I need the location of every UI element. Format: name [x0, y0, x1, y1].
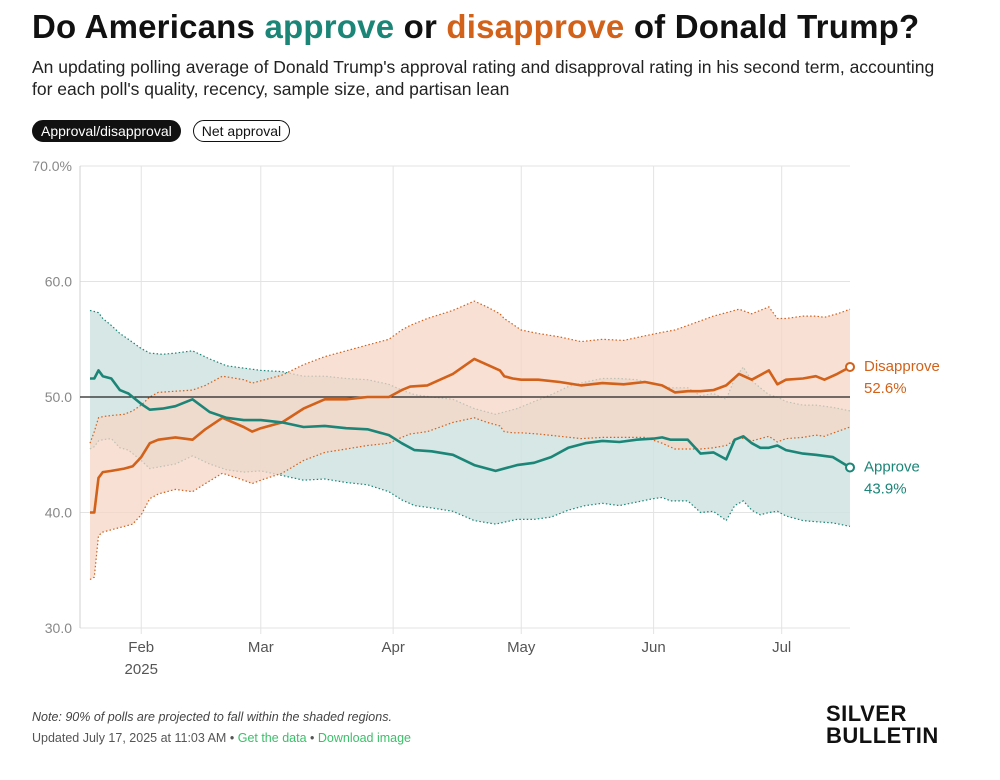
x-tick-label: Mar [248, 639, 274, 656]
title-post: of Donald Trump? [624, 8, 920, 45]
view-toggle-group: Approval/disapproval Net approval [32, 120, 291, 142]
chart-subtitle: An updating polling average of Donald Tr… [32, 57, 935, 99]
approval-chart: 30.0 40.0 50.0 60.0 70.0% Feb 2025 Mar Apr May Jun… [32, 158, 940, 678]
x-tick-label: Jun [642, 639, 666, 656]
approve-end-marker [845, 462, 855, 473]
updated-line: Updated July 17, 2025 at 11:03 AM • Get … [32, 731, 411, 745]
disapprove-band-upper-edge [89, 300, 851, 444]
footnote: Note: 90% of polls are projected to fall… [32, 710, 392, 724]
x-tick-label: May [507, 639, 536, 656]
y-tick-label: 50.0 [45, 389, 72, 405]
title-disapprove: disapprove [446, 8, 625, 45]
disapprove-confidence-band [90, 301, 850, 580]
separator-dot: • [310, 731, 315, 745]
logo-line-2: BULLETIN [826, 723, 939, 748]
approval-disapproval-toggle[interactable]: Approval/disapproval [32, 120, 181, 142]
approve-series-name: Approve [864, 458, 920, 475]
silver-bulletin-logo: SILVER BULLETIN [826, 703, 939, 747]
x-tick-label: Apr [381, 639, 404, 656]
title-mid: or [394, 8, 447, 45]
disapprove-final-value: 52.6% [864, 380, 907, 397]
title-pre: Do Americans [32, 8, 265, 45]
band-layer [89, 300, 851, 581]
x-tick-label: Jul [772, 639, 791, 656]
y-tick-label: 60.0 [45, 274, 72, 290]
y-tick-label: 70.0% [32, 158, 72, 174]
net-approval-toggle[interactable]: Net approval [192, 120, 291, 142]
logo-line-1: SILVER [826, 701, 907, 726]
disapprove-end-marker [845, 361, 855, 372]
get-data-link[interactable]: Get the data [237, 731, 307, 745]
approve-line [90, 369, 851, 473]
disapprove-series-name: Disapprove [864, 358, 940, 375]
disapprove-line [90, 357, 851, 514]
updated-timestamp: Updated July 17, 2025 at 11:03 AM [32, 731, 227, 745]
label-layer: Disapprove 52.6% Approve 43.9% [864, 358, 940, 497]
chart-title: Do Americans approve or disapprove of Do… [32, 8, 919, 46]
axis-layer: 30.0 40.0 50.0 60.0 70.0% Feb 2025 Mar Apr May Jun… [32, 158, 791, 678]
download-image-link[interactable]: Download image [317, 731, 411, 745]
y-tick-label: 30.0 [45, 620, 72, 636]
x-tick-label: Feb [128, 639, 154, 656]
title-approve: approve [264, 8, 395, 45]
approve-final-value: 43.9% [864, 480, 907, 497]
separator-dot: • [229, 731, 235, 745]
x-tick-sublabel: 2025 [125, 661, 158, 678]
line-layer [90, 357, 855, 514]
y-tick-label: 40.0 [45, 505, 72, 521]
